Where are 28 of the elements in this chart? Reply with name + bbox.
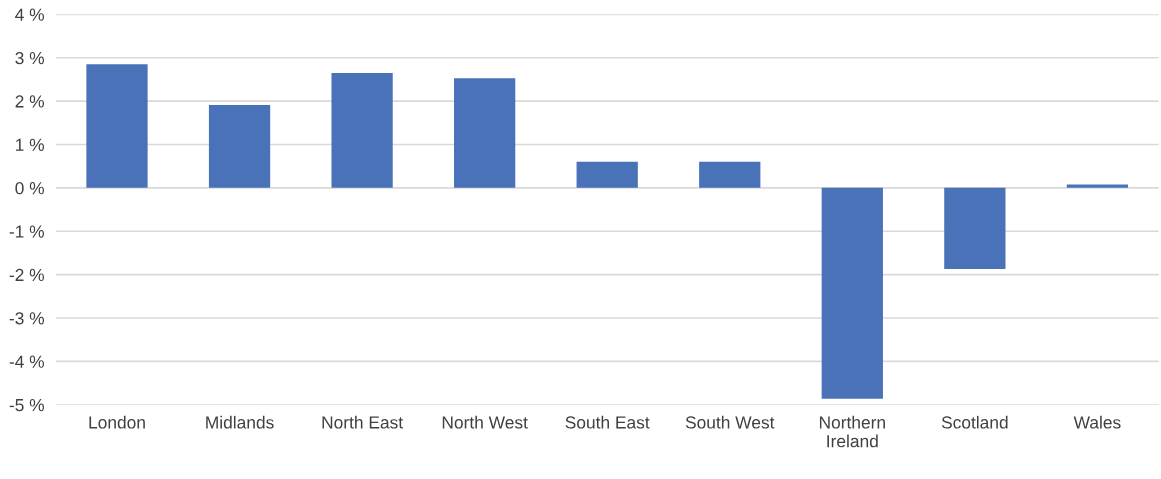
x-tick-label: Midlands [206, 415, 274, 429]
y-tick-label: -4 % [9, 355, 44, 368]
x-tick-label: Northern Ireland [819, 415, 885, 448]
x-tick-label: South West [685, 415, 775, 429]
bar [821, 187, 883, 399]
bar [208, 105, 271, 188]
x-tick-label: North West [442, 415, 528, 429]
bar [1066, 184, 1129, 188]
y-tick-label: 1 % [16, 138, 44, 151]
bar [576, 161, 638, 188]
bar [944, 187, 1006, 269]
bar [86, 64, 148, 188]
y-tick-label: -5 % [9, 399, 44, 412]
x-tick-label: South East [565, 415, 650, 429]
x-tick-label: Scotland [941, 415, 1008, 429]
y-tick-label: 4 % [15, 8, 44, 21]
x-tick-label: Wales [1073, 415, 1121, 429]
x-tick-label: North East [322, 415, 403, 429]
bar [454, 78, 516, 188]
y-tick-label: -1 % [9, 225, 44, 238]
y-tick-label: -2 % [9, 268, 44, 282]
y-tick-label: 0 % [15, 182, 44, 195]
bar [699, 161, 761, 188]
y-tick-label: 2 % [15, 95, 44, 108]
y-tick-label: -3 % [9, 312, 44, 325]
x-tick-label: London [89, 415, 145, 429]
bar [331, 72, 393, 188]
y-tick-label: 3 % [15, 51, 44, 65]
